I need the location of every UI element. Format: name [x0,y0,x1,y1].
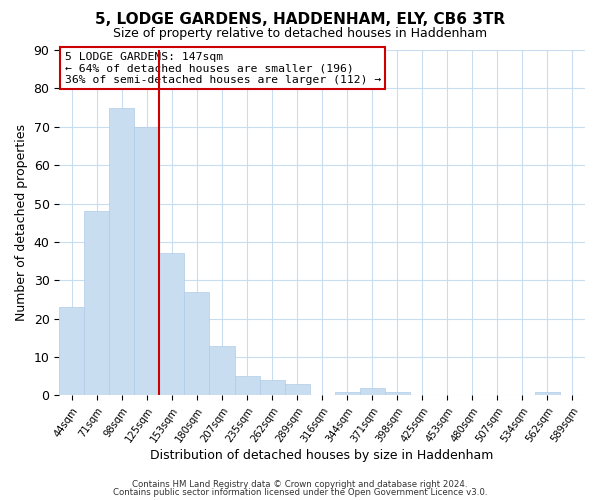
Bar [160,254,184,396]
Bar [260,380,284,396]
Text: Contains HM Land Registry data © Crown copyright and database right 2024.: Contains HM Land Registry data © Crown c… [132,480,468,489]
Y-axis label: Number of detached properties: Number of detached properties [15,124,28,321]
Text: 5 LODGE GARDENS: 147sqm
← 64% of detached houses are smaller (196)
36% of semi-d: 5 LODGE GARDENS: 147sqm ← 64% of detache… [65,52,381,85]
Bar [284,384,310,396]
Bar [535,392,560,396]
Bar [184,292,209,396]
Text: Size of property relative to detached houses in Haddenham: Size of property relative to detached ho… [113,28,487,40]
Text: 5, LODGE GARDENS, HADDENHAM, ELY, CB6 3TR: 5, LODGE GARDENS, HADDENHAM, ELY, CB6 3T… [95,12,505,28]
Bar [134,127,160,396]
Bar [59,307,85,396]
Bar [385,392,410,396]
Bar [335,392,359,396]
Bar [235,376,260,396]
Text: Contains public sector information licensed under the Open Government Licence v3: Contains public sector information licen… [113,488,487,497]
Bar [359,388,385,396]
Bar [209,346,235,396]
Bar [85,211,109,396]
X-axis label: Distribution of detached houses by size in Haddenham: Distribution of detached houses by size … [151,450,494,462]
Bar [109,108,134,396]
